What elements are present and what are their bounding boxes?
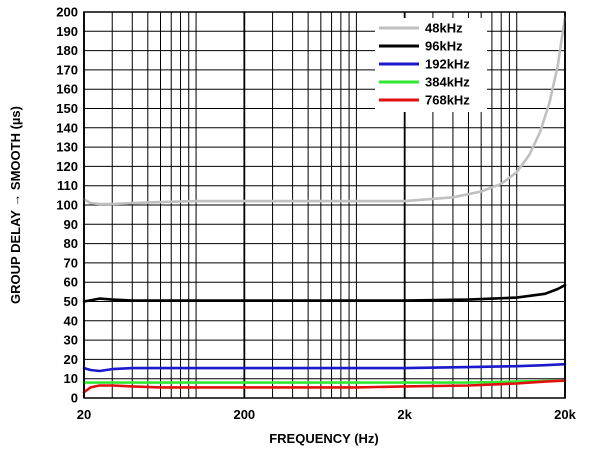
y-axis-title: GROUP DELAY → SMOOTH (µs) — [8, 106, 23, 304]
y-tick-label: 70 — [64, 255, 78, 270]
x-axis-title: FREQUENCY (Hz) — [269, 431, 379, 446]
y-tick-labels: 0 10 20 30 40 50 60 70 80 90 100 110 120 130 140 150 160… — [56, 5, 78, 406]
legend-label: 192kHz — [425, 57, 470, 72]
x-tick-label: 20 — [77, 407, 91, 422]
y-tick-label: 50 — [64, 294, 78, 309]
y-tick-label: 10 — [64, 371, 78, 386]
y-tick-label: 160 — [56, 82, 78, 97]
series-line-48khz — [82, 16, 567, 206]
y-tick-label: 80 — [64, 236, 78, 251]
y-tick-label: 20 — [64, 352, 78, 367]
legend: 48kHz 96kHz 192kHz 384kHz 768kHz — [375, 18, 487, 112]
y-tick-label: 30 — [64, 333, 78, 348]
y-tick-label: 0 — [71, 391, 78, 406]
series-line-384khz — [82, 379, 567, 384]
y-tick-label: 150 — [56, 101, 78, 116]
series-line-768khz — [82, 379, 567, 394]
x-tick-label: 2k — [397, 407, 412, 422]
y-tick-label: 170 — [56, 62, 78, 77]
legend-label: 768kHz — [425, 93, 470, 108]
legend-label: 384kHz — [425, 75, 470, 90]
y-tick-label: 200 — [56, 5, 78, 20]
y-tick-label: 180 — [56, 43, 78, 58]
y-tick-label: 130 — [56, 140, 78, 155]
series-lines — [82, 16, 567, 394]
y-tick-label: 110 — [57, 178, 78, 193]
grid-lines — [83, 11, 566, 399]
plot-frame — [83, 11, 566, 399]
x-tick-labels: 20 200 2k 20k — [77, 407, 577, 422]
y-tick-label: 90 — [64, 217, 78, 232]
x-tick-label: 20k — [554, 407, 576, 422]
y-tick-label: 60 — [64, 275, 78, 290]
y-tick-label: 140 — [56, 120, 78, 135]
y-tick-label: 120 — [56, 159, 78, 174]
series-line-96khz — [82, 283, 567, 303]
y-tick-label: 190 — [56, 24, 78, 39]
series-line-192khz — [82, 362, 567, 373]
legend-label: 96kHz — [425, 39, 463, 54]
legend-label: 48kHz — [425, 21, 463, 36]
y-tick-label: 100 — [56, 198, 78, 213]
y-tick-label: 40 — [64, 313, 78, 328]
x-tick-label: 200 — [233, 407, 255, 422]
